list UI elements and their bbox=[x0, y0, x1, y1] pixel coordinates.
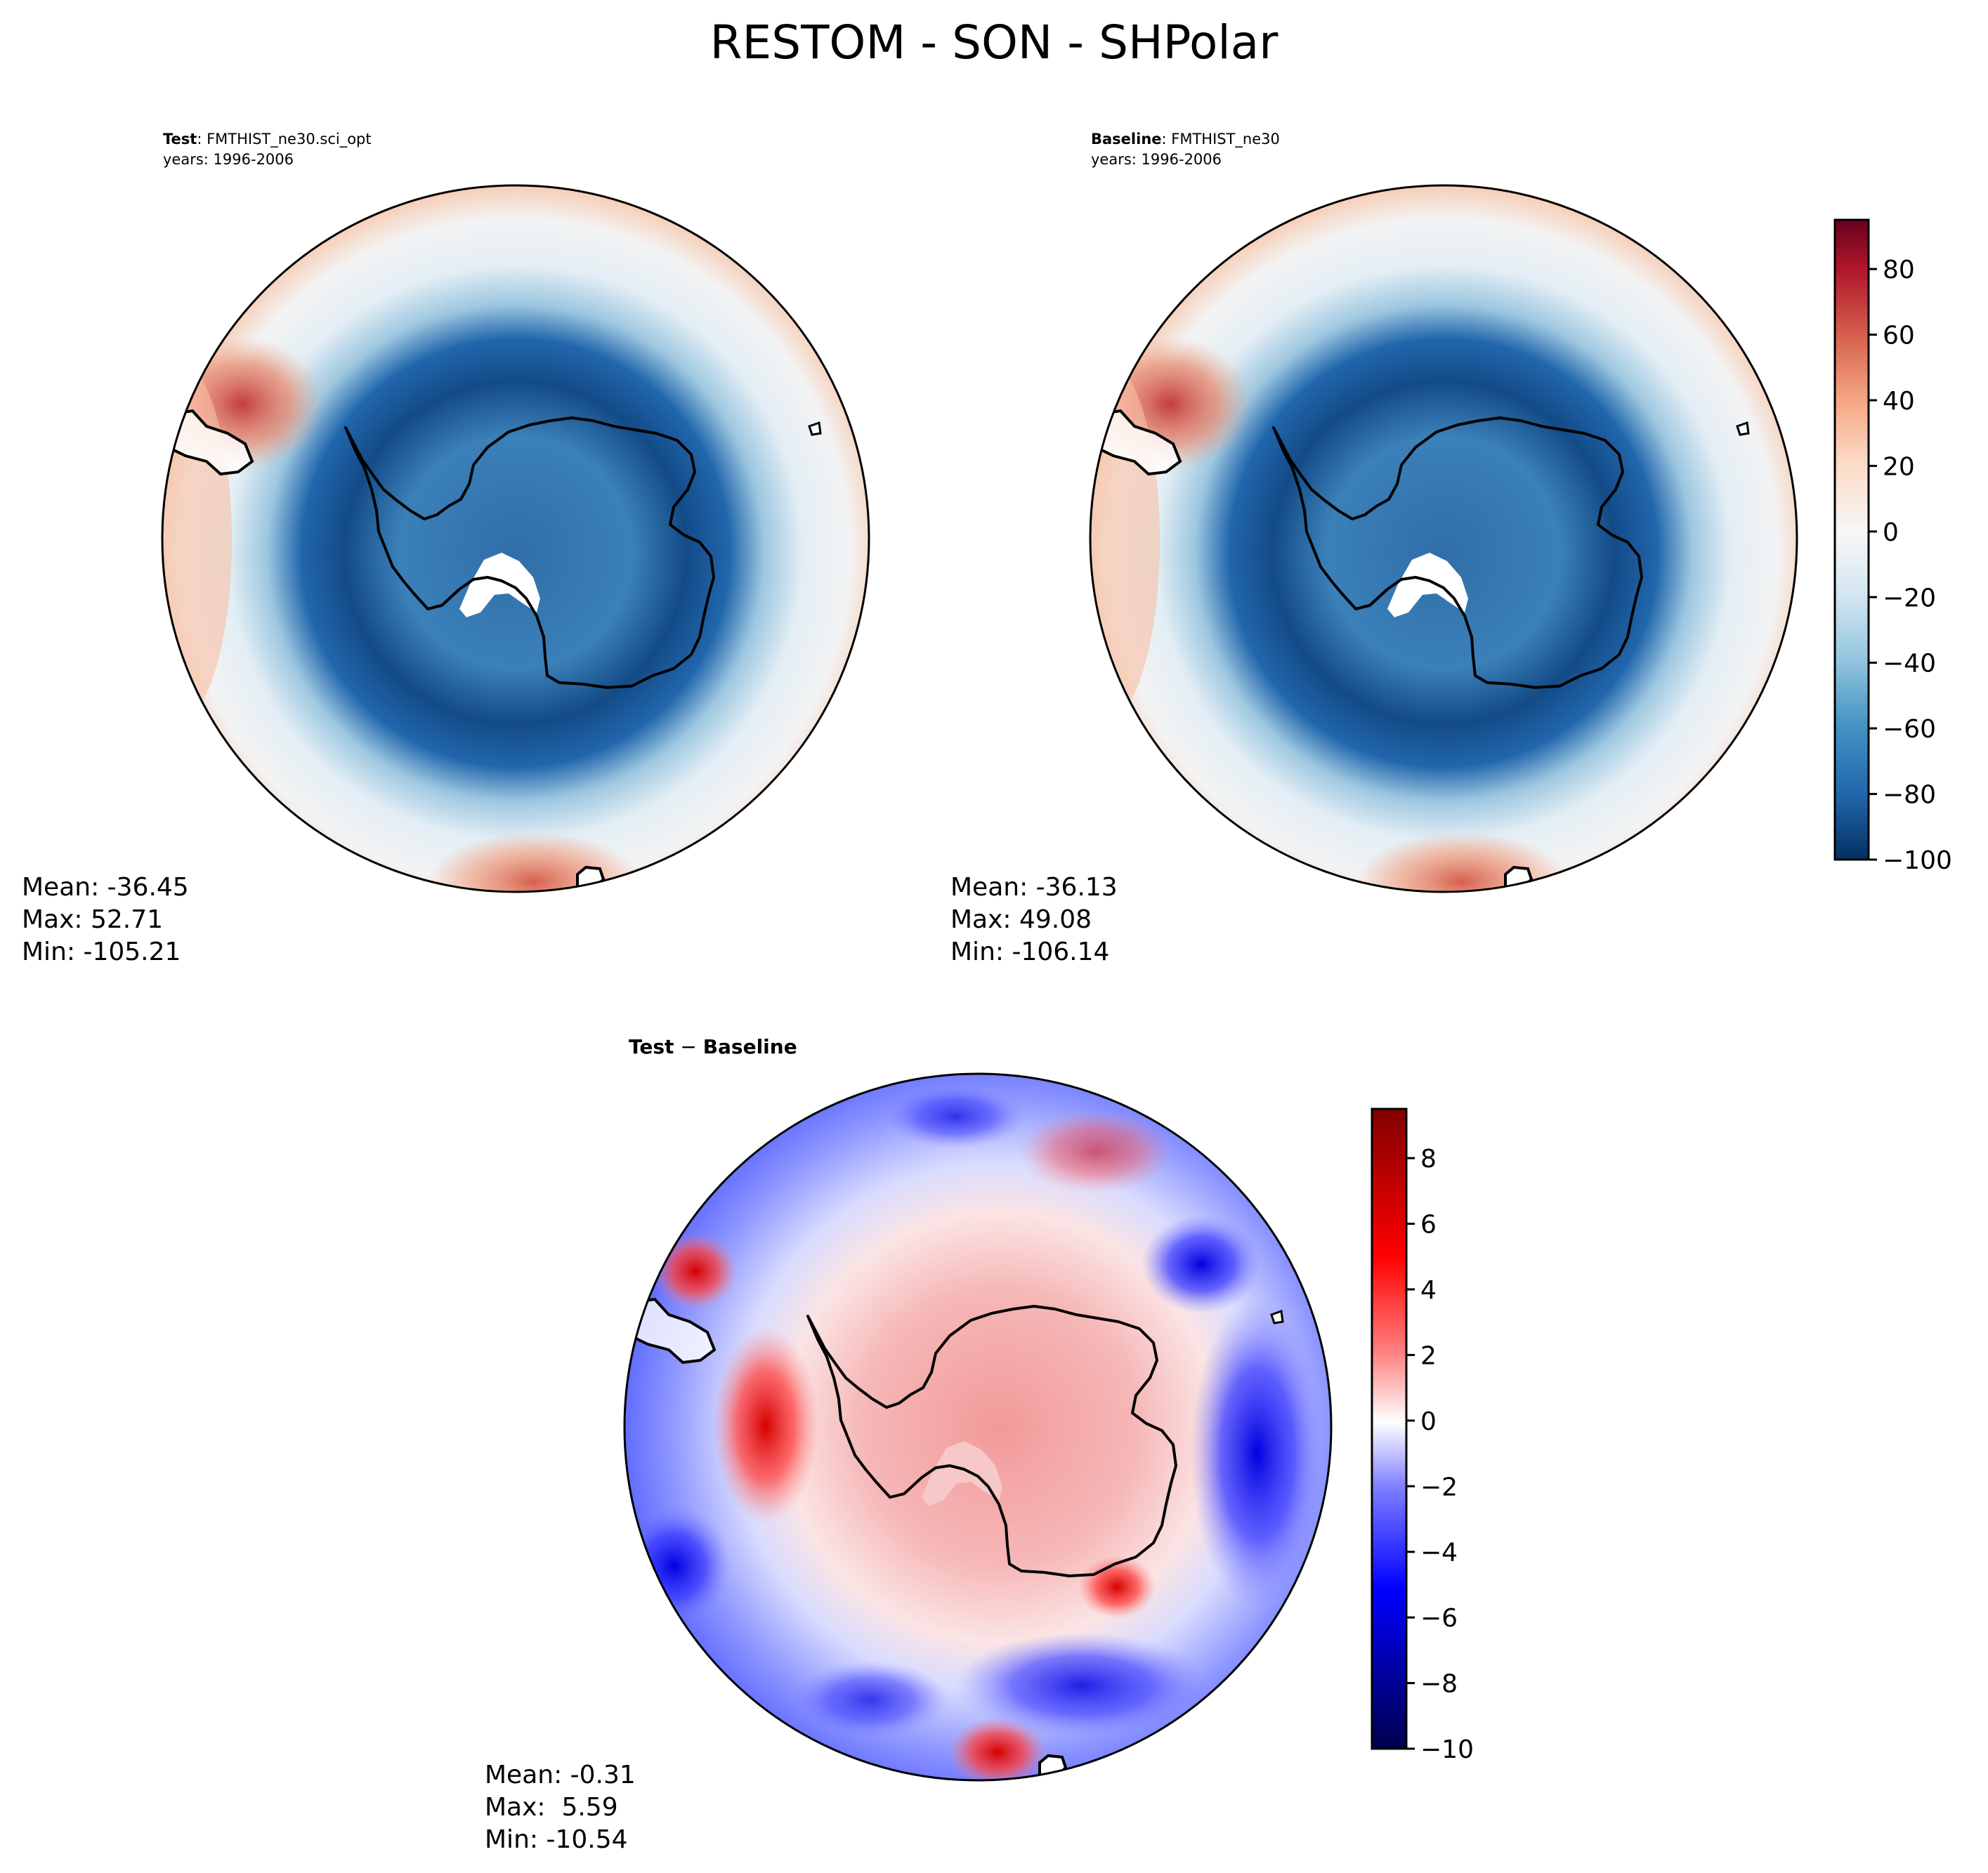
baseline-map bbox=[1089, 184, 1798, 893]
diff-label-test: Test bbox=[629, 1035, 674, 1058]
test-years: years: 1996-2006 bbox=[163, 151, 294, 168]
diff-map-boundary bbox=[623, 1072, 1333, 1782]
test-panel-title: Test: FMTHIST_ne30.sci_opt years: 1996-2… bbox=[163, 129, 372, 170]
test-mean: Mean: -36.45 bbox=[22, 873, 189, 902]
baseline-case-name: : FMTHIST_ne30 bbox=[1161, 131, 1280, 147]
test-map bbox=[161, 184, 870, 893]
test-max: Max: 52.71 bbox=[22, 905, 164, 934]
figure-title: RESTOM - SON - SHPolar bbox=[709, 15, 1279, 70]
baseline-stats: Mean: -36.13 Max: 49.08 Min: -106.14 bbox=[950, 872, 1118, 968]
test-min: Min: -105.21 bbox=[22, 938, 181, 966]
diff-minus: − bbox=[674, 1035, 703, 1058]
baseline-map-boundary bbox=[1089, 184, 1798, 893]
test-case-name: : FMTHIST_ne30.sci_opt bbox=[197, 131, 372, 147]
diff-colorbar-tick-label: 6 bbox=[1420, 1211, 1437, 1240]
diff-colorbar-tick-label: 0 bbox=[1420, 1407, 1437, 1436]
restom-colorbar-tick-label: −40 bbox=[1883, 650, 1936, 678]
diff-stats: Mean: -0.31 Max: 5.59 Min: -10.54 bbox=[485, 1759, 636, 1856]
restom-colorbar-fill bbox=[1833, 218, 1870, 861]
restom-colorbar-tick-label: −100 bbox=[1883, 846, 1952, 875]
test-map-boundary bbox=[161, 184, 870, 893]
diff-label-baseline: Baseline bbox=[702, 1035, 797, 1058]
diff-mean: Mean: -0.31 bbox=[485, 1761, 636, 1789]
baseline-years: years: 1996-2006 bbox=[1091, 151, 1222, 168]
baseline-mean: Mean: -36.13 bbox=[950, 873, 1118, 902]
diff-colorbar-tick-label: −6 bbox=[1420, 1604, 1458, 1633]
diff-colorbar: −10 −8 −6 −4 −2 0 2 4 6 8 bbox=[1371, 1108, 1474, 1764]
diff-colorbar-tick-label: −10 bbox=[1420, 1735, 1474, 1764]
diff-max: Max: 5.59 bbox=[485, 1793, 618, 1822]
restom-colorbar-tick-label: −60 bbox=[1883, 715, 1936, 744]
diff-colorbar-tick-label: −8 bbox=[1420, 1670, 1458, 1699]
restom-colorbar-tick-label: −80 bbox=[1883, 781, 1936, 810]
diff-map bbox=[623, 1072, 1333, 1782]
restom-colorbar-tick-label: 80 bbox=[1883, 256, 1915, 284]
restom-colorbar-tick-label: 0 bbox=[1883, 518, 1899, 547]
test-label: Test bbox=[163, 131, 197, 147]
test-stats: Mean: -36.45 Max: 52.71 Min: -105.21 bbox=[22, 872, 189, 968]
baseline-max: Max: 49.08 bbox=[950, 905, 1092, 934]
restom-colorbar-tick-label: 20 bbox=[1883, 452, 1915, 481]
baseline-min: Min: -106.14 bbox=[950, 938, 1110, 966]
diff-colorbar-tick-label: 2 bbox=[1420, 1341, 1437, 1370]
diff-colorbar-tick-label: 8 bbox=[1420, 1145, 1437, 1174]
restom-colorbar-tick-label: 60 bbox=[1883, 322, 1915, 350]
baseline-panel-title: Baseline: FMTHIST_ne30 years: 1996-2006 bbox=[1091, 129, 1280, 170]
restom-colorbar-tick-label: 40 bbox=[1883, 387, 1915, 416]
diff-panel-title: Test − Baseline bbox=[629, 1035, 797, 1058]
diff-colorbar-tick-label: −2 bbox=[1420, 1473, 1458, 1501]
baseline-label: Baseline bbox=[1091, 131, 1162, 147]
restom-colorbar: −100 −80 −60 −40 −20 0 20 40 60 80 bbox=[1833, 218, 1952, 875]
diff-colorbar-fill bbox=[1371, 1108, 1408, 1750]
diff-colorbar-tick-label: 4 bbox=[1420, 1276, 1437, 1305]
diff-colorbar-tick-label: −4 bbox=[1420, 1539, 1458, 1568]
diff-min: Min: -10.54 bbox=[485, 1825, 628, 1854]
restom-colorbar-tick-label: −20 bbox=[1883, 584, 1936, 612]
